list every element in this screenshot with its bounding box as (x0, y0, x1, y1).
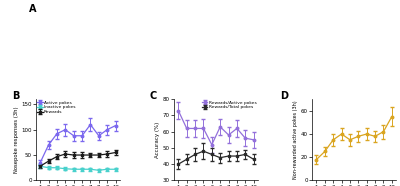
Legend: Active pokes, Inactive pokes, Rewards: Active pokes, Inactive pokes, Rewards (37, 100, 76, 115)
Text: B: B (12, 91, 20, 101)
Y-axis label: Accuracy (%): Accuracy (%) (155, 122, 160, 158)
Text: D: D (280, 91, 288, 101)
Text: A: A (29, 4, 36, 14)
Y-axis label: Nosepoke responses (3h): Nosepoke responses (3h) (14, 107, 18, 173)
Y-axis label: Non-rewarded active pokes (3h): Non-rewarded active pokes (3h) (293, 100, 298, 179)
Legend: Rewards/Active pokes, Rewards/Total pokes: Rewards/Active pokes, Rewards/Total poke… (202, 100, 257, 110)
Text: C: C (149, 91, 156, 101)
